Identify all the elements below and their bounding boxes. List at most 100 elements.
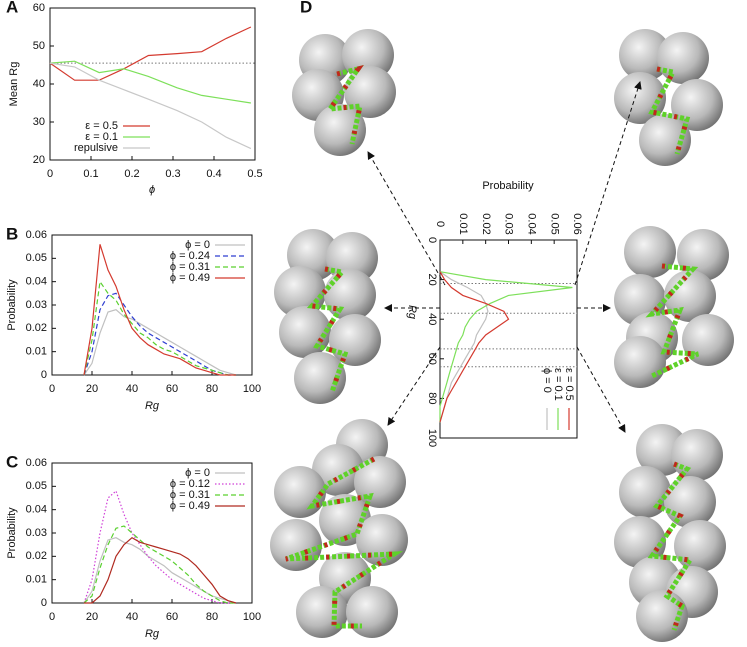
sphere	[614, 336, 666, 388]
sphere	[270, 519, 322, 571]
sphere	[677, 229, 729, 281]
plot-frame	[51, 234, 253, 376]
series-line	[83, 309, 237, 376]
x-tick-label: 0.4	[206, 168, 221, 180]
sphere	[329, 314, 381, 366]
arrow	[576, 346, 626, 433]
y-axis-label: Probability	[6, 279, 18, 331]
series-line	[439, 271, 573, 423]
legend-label: ϕ = 0.31	[170, 489, 210, 501]
legend-label: ε = 0.1	[552, 368, 564, 401]
sphere	[657, 32, 709, 84]
y-axis-label: Mean Rg	[8, 62, 20, 107]
legend-label: ϕ = 0.49	[170, 272, 210, 284]
series-line	[83, 280, 236, 376]
y-tick-label: 0	[434, 221, 446, 227]
sphere	[682, 314, 734, 366]
y-tick-label: 0.01	[26, 574, 47, 586]
sphere	[294, 352, 346, 404]
y-tick-label: 0.05	[26, 480, 47, 492]
y-tick-label: 0.03	[503, 213, 515, 234]
x-tick-label: 0	[49, 383, 55, 395]
x-tick-label: 0.1	[83, 168, 98, 180]
x-tick-label: 60	[426, 353, 438, 365]
y-tick-label: 0.03	[26, 299, 47, 311]
legend-label: ε = 0.5	[85, 120, 118, 132]
x-tick-label: 80	[206, 383, 218, 395]
legend-label: repulsive	[74, 142, 118, 154]
y-tick-label: 0.01	[457, 213, 469, 234]
y-tick-label: 0.02	[480, 213, 492, 234]
series-line	[49, 26, 252, 81]
arrow	[574, 81, 642, 286]
x-axis-label: Rg	[145, 628, 160, 640]
cluster-illustrations	[270, 29, 734, 642]
x-tick-label: 100	[243, 611, 261, 623]
series-line	[439, 271, 489, 423]
x-axis-label: Rg	[145, 400, 160, 412]
x-tick-label: 0.2	[124, 168, 139, 180]
y-tick-label: 0.05	[26, 252, 47, 264]
polymer-chain	[647, 461, 695, 631]
y-tick-label: 50	[33, 40, 45, 52]
sphere	[671, 429, 723, 481]
y-tick-label: 0.06	[26, 457, 47, 469]
series-line	[83, 244, 236, 376]
x-axis-label: Rg	[406, 305, 418, 320]
sphere	[274, 466, 326, 518]
y-tick-label: 0.01	[26, 346, 47, 358]
y-tick-label: 0	[41, 597, 47, 609]
sphere	[624, 226, 676, 278]
y-tick-label: 30	[33, 116, 45, 128]
x-tick-label: 0	[426, 237, 438, 243]
panel-label: D	[300, 0, 312, 16]
legend-label: ε = 0.5	[563, 368, 575, 401]
arrow	[367, 151, 446, 286]
x-tick-label: 0	[49, 611, 55, 623]
x-tick-label: 20	[426, 273, 438, 285]
x-tick-label: 80	[426, 392, 438, 404]
polymer-chain	[648, 66, 691, 155]
panel-label: B	[6, 224, 18, 243]
panel-label: C	[6, 452, 18, 471]
y-tick-label: 0.06	[571, 213, 583, 234]
sphere	[312, 444, 364, 496]
y-tick-label: 0.06	[26, 229, 47, 241]
x-tick-label: 60	[166, 611, 178, 623]
sphere	[671, 79, 723, 131]
legend-label: ϕ = 0	[185, 467, 210, 479]
x-tick-label: 60	[166, 383, 178, 395]
sphere	[346, 586, 398, 638]
y-tick-label: 0.04	[26, 504, 47, 516]
sphere	[639, 114, 691, 166]
polymer-chain	[645, 263, 700, 379]
y-tick-label: 60	[33, 2, 45, 14]
legend-label: ϕ = 0.49	[170, 500, 210, 512]
y-tick-label: 0.05	[548, 213, 560, 234]
y-tick-label: 40	[33, 78, 45, 90]
y-tick-label: 0.04	[525, 213, 537, 234]
sphere	[324, 269, 376, 321]
y-axis-label: Probability	[6, 507, 18, 559]
series-line	[49, 60, 251, 104]
sphere	[674, 520, 726, 572]
y-axis-label: Probability	[482, 180, 534, 192]
series-line	[83, 489, 236, 604]
legend-label: ε = 0.1	[85, 131, 118, 143]
x-tick-label: 100	[243, 383, 261, 395]
legend-label: ϕ = 0	[185, 239, 210, 251]
y-tick-label: 20	[33, 154, 45, 166]
sphere	[296, 586, 348, 638]
legend-label: ϕ = 0.12	[170, 478, 210, 490]
series-line	[439, 271, 510, 423]
series-line	[83, 525, 236, 604]
x-tick-label: 40	[126, 611, 138, 623]
x-tick-label: 20	[86, 383, 98, 395]
arrow	[387, 346, 441, 426]
polymer-chain	[285, 456, 404, 629]
x-tick-label: 20	[86, 611, 98, 623]
x-tick-label: 40	[126, 383, 138, 395]
x-tick-label: 80	[206, 611, 218, 623]
series-line	[49, 62, 252, 150]
